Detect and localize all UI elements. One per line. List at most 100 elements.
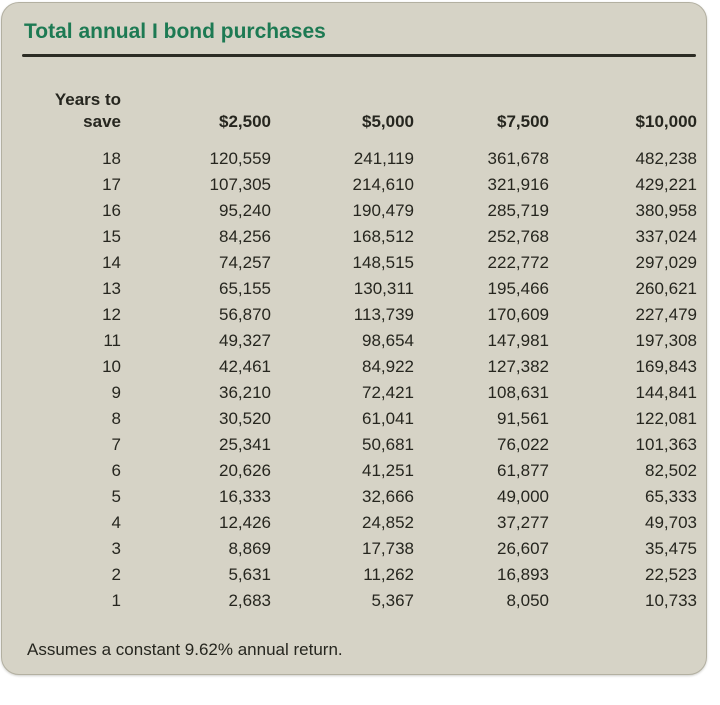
value-cell: 74,257 xyxy=(219,253,271,272)
value-cell: 380,958 xyxy=(635,201,697,220)
table-row: 1 2,683 5,367 8,050 10,733 xyxy=(26,588,697,614)
years-cell: 15 xyxy=(102,227,121,246)
years-cell: 3 xyxy=(111,539,121,558)
value-cell: 260,621 xyxy=(635,279,697,298)
table-row: 11 49,327 98,654 147,981 197,308 xyxy=(26,328,697,354)
value-cell: 297,029 xyxy=(635,253,697,272)
value-cell: 222,772 xyxy=(487,253,549,272)
value-cell: 12,426 xyxy=(219,513,271,532)
years-to-label: Years to xyxy=(54,90,121,109)
value-cell: 50,681 xyxy=(362,435,414,454)
years-cell: 4 xyxy=(111,513,121,532)
value-cell: 2,683 xyxy=(228,591,271,610)
value-cell: 56,870 xyxy=(219,305,271,324)
table-row: 9 36,210 72,421 108,631 144,841 xyxy=(26,380,697,406)
value-cell: 32,666 xyxy=(362,487,414,506)
value-cell: 252,768 xyxy=(487,227,549,246)
value-cell: 17,738 xyxy=(362,539,414,558)
value-cell: 76,022 xyxy=(497,435,549,454)
value-cell: 61,041 xyxy=(362,409,414,428)
table-row: 13 65,155 130,311 195,466 260,621 xyxy=(26,276,697,302)
value-cell: 49,000 xyxy=(497,487,549,506)
table-row: 15 84,256 168,512 252,768 337,024 xyxy=(26,224,697,250)
bond-purchases-table: Years to save $2,500 $5,000 $7,500 $10,00… xyxy=(26,89,697,614)
save-label: save xyxy=(83,112,121,131)
table-row: 8 30,520 61,041 91,561 122,081 xyxy=(26,406,697,432)
value-cell: 8,869 xyxy=(228,539,271,558)
value-cell: 107,305 xyxy=(209,175,271,194)
value-cell: 65,155 xyxy=(219,279,271,298)
value-cell: 25,341 xyxy=(219,435,271,454)
value-cell: 91,561 xyxy=(497,409,549,428)
table-row: 10 42,461 84,922 127,382 169,843 xyxy=(26,354,697,380)
value-cell: 65,333 xyxy=(645,487,697,506)
years-cell: 1 xyxy=(111,591,121,610)
value-cell: 49,327 xyxy=(219,331,271,350)
value-cell: 16,333 xyxy=(219,487,271,506)
value-cell: 337,024 xyxy=(635,227,697,246)
value-cell: 72,421 xyxy=(362,383,414,402)
value-cell: 8,050 xyxy=(506,591,549,610)
years-cell: 9 xyxy=(111,383,121,402)
table-row: 3 8,869 17,738 26,607 35,475 xyxy=(26,536,697,562)
value-cell: 41,251 xyxy=(362,461,414,480)
value-cell: 35,475 xyxy=(645,539,697,558)
column-header-10000: $10,000 xyxy=(635,112,697,131)
value-cell: 144,841 xyxy=(635,383,697,402)
years-to-save-header: Years to save xyxy=(26,89,121,146)
value-cell: 36,210 xyxy=(219,383,271,402)
value-cell: 101,363 xyxy=(635,435,697,454)
table-row: 18 120,559 241,119 361,678 482,238 xyxy=(26,146,697,172)
value-cell: 37,277 xyxy=(497,513,549,532)
value-cell: 42,461 xyxy=(219,357,271,376)
table-row: 7 25,341 50,681 76,022 101,363 xyxy=(26,432,697,458)
value-cell: 120,559 xyxy=(209,149,271,168)
value-cell: 108,631 xyxy=(487,383,549,402)
value-cell: 16,893 xyxy=(497,565,549,584)
value-cell: 22,523 xyxy=(645,565,697,584)
value-cell: 227,479 xyxy=(635,305,697,324)
years-cell: 18 xyxy=(102,149,121,168)
value-cell: 84,256 xyxy=(219,227,271,246)
value-cell: 241,119 xyxy=(353,149,414,168)
value-cell: 130,311 xyxy=(353,279,414,298)
value-cell: 127,382 xyxy=(487,357,549,376)
value-cell: 482,238 xyxy=(635,149,697,168)
value-cell: 361,678 xyxy=(487,149,549,168)
value-cell: 24,852 xyxy=(362,513,414,532)
value-cell: 98,654 xyxy=(362,331,414,350)
value-cell: 122,081 xyxy=(635,409,697,428)
value-cell: 429,221 xyxy=(635,175,697,194)
years-cell: 7 xyxy=(111,435,121,454)
value-cell: 20,626 xyxy=(219,461,271,480)
chart-title: Total annual I bond purchases xyxy=(24,20,326,43)
header-row: Years to save $2,500 $5,000 $7,500 $10,00… xyxy=(26,89,697,146)
value-cell: 30,520 xyxy=(219,409,271,428)
value-cell: 197,308 xyxy=(635,331,697,350)
value-cell: 26,607 xyxy=(497,539,549,558)
value-cell: 168,512 xyxy=(352,227,414,246)
value-cell: 84,922 xyxy=(362,357,414,376)
table-row: 17 107,305 214,610 321,916 429,221 xyxy=(26,172,697,198)
years-cell: 13 xyxy=(102,279,121,298)
years-cell: 14 xyxy=(102,253,121,272)
value-cell: 190,479 xyxy=(352,201,414,220)
value-cell: 214,610 xyxy=(352,175,414,194)
value-cell: 61,877 xyxy=(497,461,549,480)
value-cell: 5,631 xyxy=(228,565,271,584)
years-cell: 10 xyxy=(102,357,121,376)
years-cell: 8 xyxy=(111,409,121,428)
footnote: Assumes a constant 9.62% annual return. xyxy=(27,640,343,659)
title-divider xyxy=(22,54,696,57)
value-cell: 11,262 xyxy=(363,565,414,584)
table-row: 6 20,626 41,251 61,877 82,502 xyxy=(26,458,697,484)
value-cell: 49,703 xyxy=(645,513,697,532)
table-row: 4 12,426 24,852 37,277 49,703 xyxy=(26,510,697,536)
value-cell: 195,466 xyxy=(487,279,549,298)
column-header-2500: $2,500 xyxy=(219,112,271,131)
column-header-5000: $5,000 xyxy=(362,112,414,131)
years-cell: 17 xyxy=(102,175,121,194)
bond-purchases-card: Total annual I bond purchases Years to sa… xyxy=(1,2,707,675)
table-row: 14 74,257 148,515 222,772 297,029 xyxy=(26,250,697,276)
